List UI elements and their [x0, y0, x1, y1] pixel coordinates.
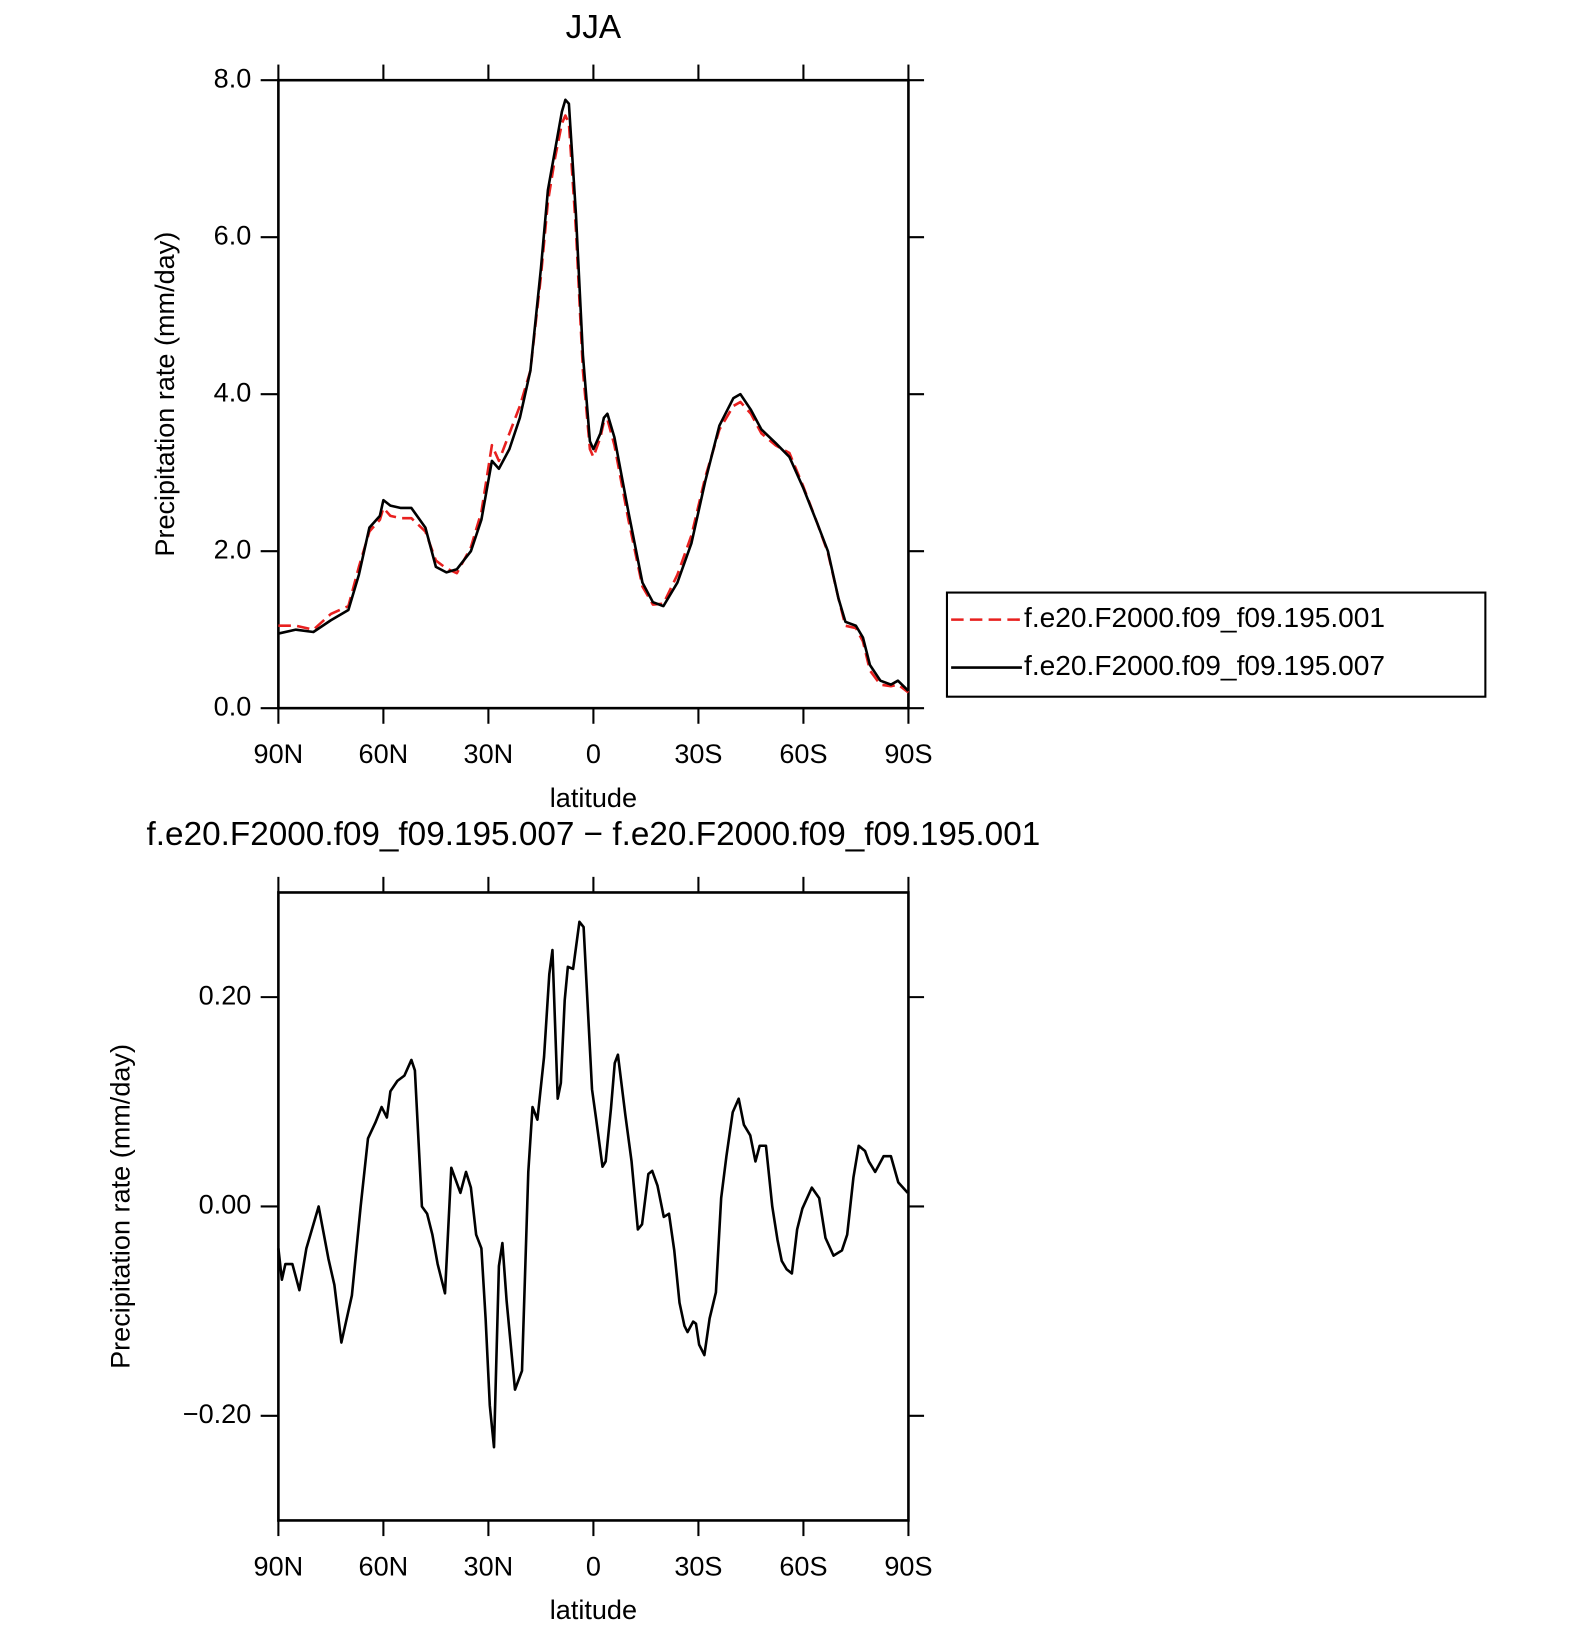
x-tick-label: 90S — [884, 738, 932, 769]
y-tick-label: 0.00 — [199, 1189, 252, 1220]
x-tick-label: 90N — [254, 1551, 304, 1582]
y-tick-label: 6.0 — [214, 219, 252, 250]
y-axis-label: Precipitation rate (mm/day) — [104, 1044, 135, 1369]
x-tick-label: 0 — [586, 1551, 601, 1582]
y-tick-label: 0.20 — [199, 979, 252, 1010]
plot-frame — [277, 78, 910, 710]
x-tick-label: 30N — [464, 1551, 514, 1582]
x-tick-label: 90S — [884, 1551, 932, 1582]
legend-label: f.e20.F2000.f09_f09.195.007 — [1024, 650, 1385, 681]
legend-box — [945, 591, 1487, 698]
x-tick-label: 90N — [254, 738, 304, 769]
legend-label: f.e20.F2000.f09_f09.195.001 — [1024, 602, 1385, 633]
y-tick-label: 2.0 — [214, 533, 252, 564]
y-axis-label: Precipitation rate (mm/day) — [149, 232, 180, 557]
chart-title: JJA — [566, 9, 622, 46]
chart-title: f.e20.F2000.f09_f09.195.007 − f.e20.F200… — [147, 816, 1041, 853]
x-tick-label: 30S — [674, 738, 722, 769]
y-tick-label: 8.0 — [214, 62, 252, 93]
x-tick-label: 60N — [359, 1551, 409, 1582]
x-axis-label: latitude — [550, 1594, 637, 1625]
data-line — [277, 920, 909, 1449]
x-tick-label: 60S — [779, 1551, 827, 1582]
x-axis-label: latitude — [550, 782, 637, 813]
data-line — [278, 114, 910, 694]
data-line — [278, 98, 910, 692]
y-tick-label: −0.20 — [183, 1398, 251, 1429]
plot-frame — [277, 891, 910, 1522]
y-tick-label: 4.0 — [214, 376, 252, 407]
x-tick-label: 60S — [779, 738, 827, 769]
y-tick-label: 0.0 — [214, 690, 252, 721]
x-tick-label: 30N — [464, 738, 514, 769]
x-tick-label: 60N — [359, 738, 409, 769]
x-tick-label: 0 — [586, 738, 601, 769]
x-tick-label: 30S — [674, 1551, 722, 1582]
